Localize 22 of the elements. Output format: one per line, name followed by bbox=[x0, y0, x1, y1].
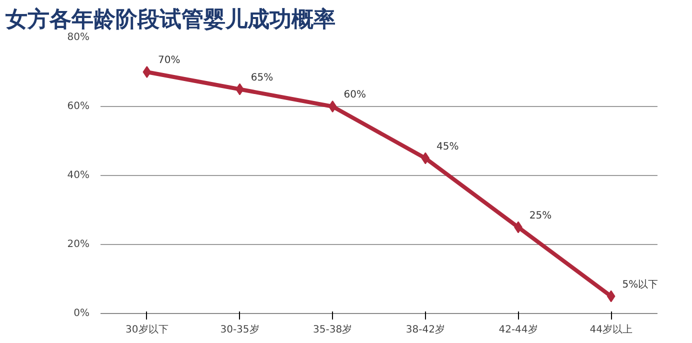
point bbox=[142, 66, 152, 78]
point bbox=[421, 152, 430, 164]
x-tick-label: 44岁以上 bbox=[590, 324, 632, 336]
x-tick-label: 30岁以下 bbox=[126, 324, 168, 336]
text: 65% bbox=[250, 72, 274, 84]
x-tick-label: 30-35岁 bbox=[220, 324, 260, 336]
chart-title: 女方各年龄阶段试管婴儿成功概率 bbox=[4, 6, 336, 32]
point bbox=[328, 100, 337, 112]
y-tick-label: 60% bbox=[67, 101, 90, 112]
y-tick-label: 20% bbox=[67, 239, 90, 250]
point bbox=[606, 290, 616, 302]
text: 5%以下 bbox=[622, 279, 658, 290]
text: 25% bbox=[529, 210, 552, 222]
x-tick-label: 42-44岁 bbox=[498, 324, 538, 336]
y-tick-label: 40% bbox=[67, 170, 90, 181]
text: 45% bbox=[436, 141, 459, 152]
y-tick-label: 80% bbox=[67, 32, 90, 43]
text: 60% bbox=[344, 90, 366, 100]
x-tick-label: 38-42岁 bbox=[406, 324, 445, 336]
y-tick-label: 0% bbox=[74, 308, 90, 319]
text: 70% bbox=[158, 55, 180, 66]
x-tick-label: 35-38岁 bbox=[313, 324, 352, 336]
